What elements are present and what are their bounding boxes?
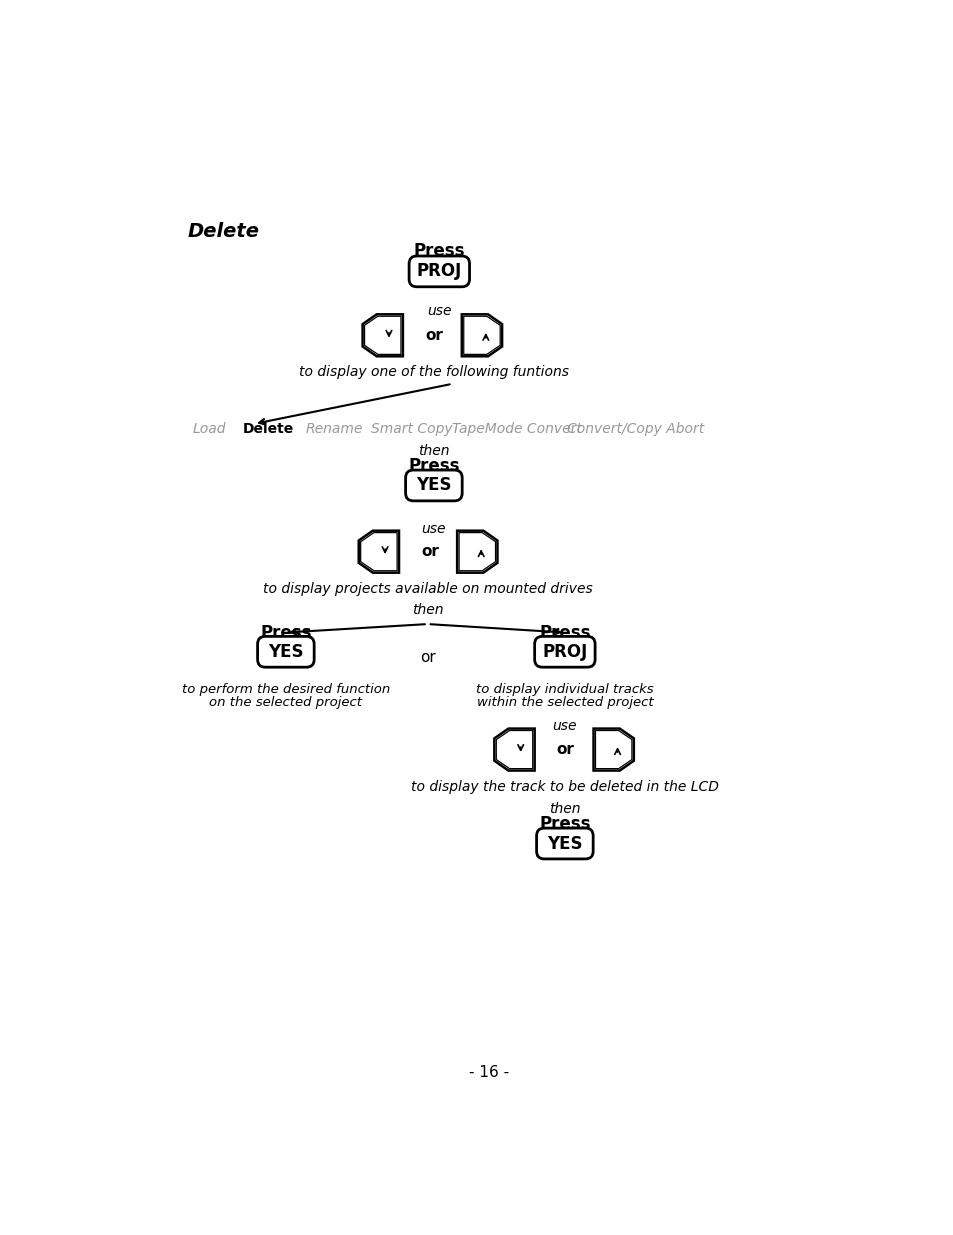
Text: YES: YES [268, 642, 303, 661]
Text: use: use [427, 305, 451, 319]
FancyBboxPatch shape [536, 829, 593, 858]
Text: use: use [552, 720, 577, 734]
Text: YES: YES [547, 835, 582, 852]
Text: or: or [556, 742, 573, 757]
Text: Press: Press [414, 242, 465, 259]
Text: on the selected project: on the selected project [209, 697, 362, 709]
Text: Smart Copy: Smart Copy [371, 422, 453, 436]
Text: then: then [417, 443, 449, 458]
FancyBboxPatch shape [257, 636, 314, 667]
Text: TapeMode Convert: TapeMode Convert [452, 422, 581, 436]
Text: PROJ: PROJ [541, 642, 587, 661]
Text: Rename: Rename [306, 422, 363, 436]
Text: Delete: Delete [187, 222, 259, 241]
Text: Press: Press [538, 815, 590, 834]
FancyBboxPatch shape [405, 471, 461, 501]
Text: Press: Press [260, 624, 312, 641]
Text: or: or [420, 545, 438, 559]
Text: to display individual tracks: to display individual tracks [476, 683, 653, 697]
Text: YES: YES [416, 477, 451, 494]
Text: Delete: Delete [243, 422, 294, 436]
Text: then: then [549, 802, 580, 816]
Text: to display the track to be deleted in the LCD: to display the track to be deleted in th… [411, 781, 718, 794]
Text: or: or [419, 650, 436, 664]
Text: - 16 -: - 16 - [468, 1065, 509, 1079]
Text: PROJ: PROJ [416, 262, 461, 280]
FancyBboxPatch shape [409, 256, 469, 287]
Text: use: use [421, 521, 446, 536]
Text: or: or [424, 327, 442, 343]
Text: Press: Press [538, 624, 590, 641]
Text: to display one of the following funtions: to display one of the following funtions [298, 366, 568, 379]
Text: Load: Load [193, 422, 226, 436]
Text: to display projects available on mounted drives: to display projects available on mounted… [262, 583, 592, 597]
FancyBboxPatch shape [534, 636, 595, 667]
Text: to perform the desired function: to perform the desired function [182, 683, 390, 697]
Text: within the selected project: within the selected project [476, 697, 653, 709]
Text: then: then [412, 603, 443, 618]
Text: Convert/Copy Abort: Convert/Copy Abort [566, 422, 703, 436]
Text: Press: Press [408, 457, 459, 475]
